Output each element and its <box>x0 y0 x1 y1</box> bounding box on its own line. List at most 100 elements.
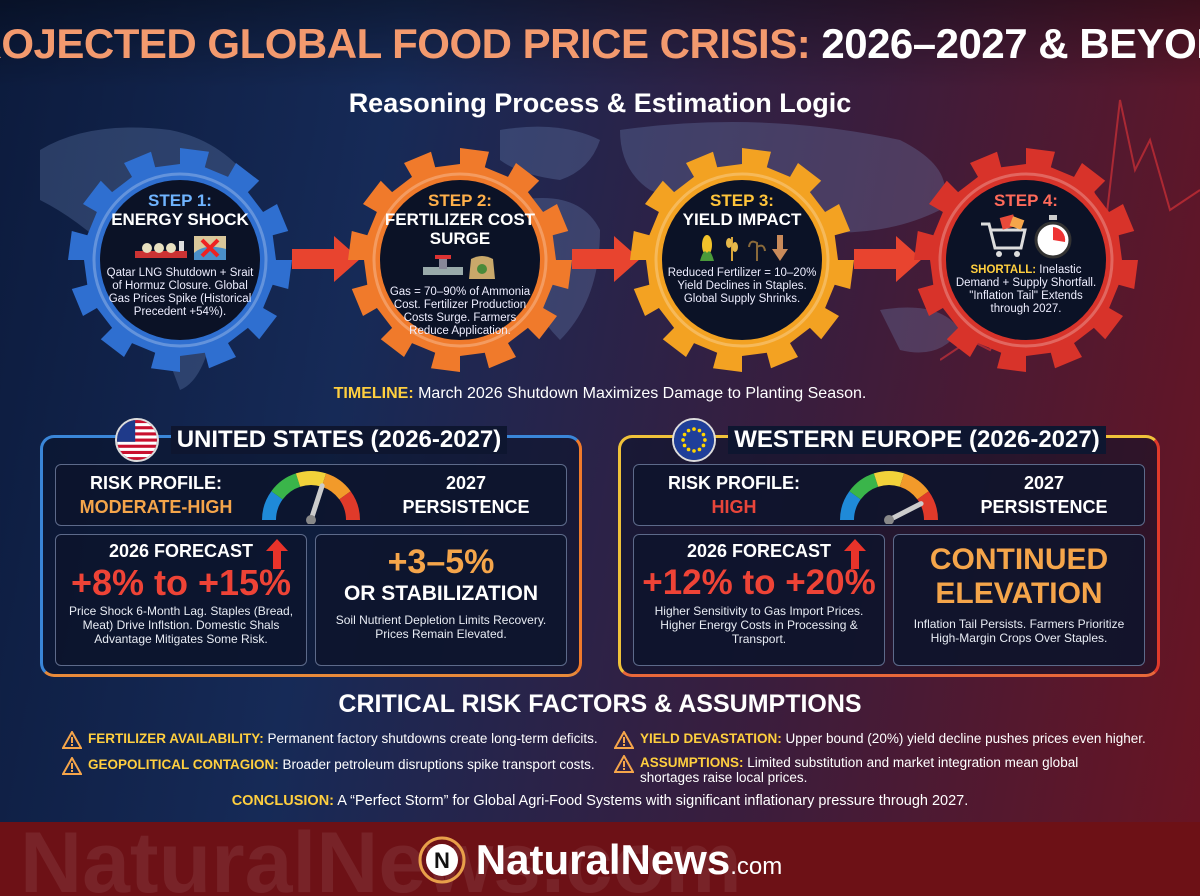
gas-pipe-valve-icon <box>423 255 463 275</box>
step-2-description: Gas = 70–90% of Ammonia Cost. Fertilizer… <box>389 286 531 337</box>
conclusion-note: CONCLUSION: A “Perfect Storm” for Global… <box>0 793 1200 809</box>
forecast-description-eu: Higher Sensitivity to Gas Import Prices.… <box>654 604 864 646</box>
region-header-eu: WESTERN EUROPE (2026-2027) <box>621 418 1157 462</box>
risk-profile-value: MODERATE-HIGH <box>79 497 233 517</box>
withered-crop-icon <box>748 240 766 261</box>
gauge-segment <box>849 473 879 500</box>
gauge-segment <box>339 491 360 521</box>
arrow-right-icon <box>292 236 360 282</box>
gauge-segment <box>262 491 283 521</box>
step-3-icons <box>696 231 788 265</box>
risk-gauge-us <box>262 471 360 524</box>
footer-brand-bar: NaturalNews.com N NaturalNews.com <box>0 822 1200 896</box>
logo-letter: N <box>434 848 450 873</box>
persistence-box-us: +3–5% OR STABILIZATION Soil Nutrient Dep… <box>315 534 567 666</box>
step-1-label: STEP 1: <box>148 191 212 210</box>
gear-ring <box>654 172 830 348</box>
eu-flag-icon <box>672 418 717 462</box>
persistence-description-eu: Inflation Tail Persists. Farmers Priorit… <box>913 617 1125 645</box>
warning-icon <box>62 757 82 775</box>
step-2-label: STEP 2: <box>428 191 492 210</box>
forecast-box-us: 2026 FORECAST +8% to +15% Price Shock 6-… <box>55 534 307 666</box>
warning-icon <box>614 755 634 773</box>
forecast-title-us: 2026 FORECAST <box>108 541 254 561</box>
warning-icon <box>614 731 634 749</box>
step-1-title: ENERGY SHOCK <box>111 210 249 229</box>
step-2-content: STEP 2: FERTILIZER COST SURGE Gas = 70–9… <box>380 180 540 340</box>
step-1-content: STEP 1: ENERGY SHOCK Qatar LNG Shutdown … <box>100 180 260 340</box>
eu-star <box>692 449 697 453</box>
step-4-description-text: Inelastic Demand + Supply Shortfall. "In… <box>955 264 1097 315</box>
step-2-gear: STEP 2: FERTILIZER COST SURGE Gas = 70–9… <box>342 142 578 378</box>
page-subtitle: Reasoning Process & Estimation Logic <box>348 88 852 118</box>
gauge-segment <box>295 471 327 487</box>
region-header-us: UNITED STATES (2026-2027) <box>43 418 579 462</box>
step-4-label: STEP 4: <box>994 191 1058 210</box>
risk-profile-value: HIGH <box>711 497 757 517</box>
gauge-segment <box>271 473 301 500</box>
step-2-icons <box>423 250 497 284</box>
timeline-text: March 2026 Shutdown Maximizes Damage to … <box>413 385 867 402</box>
step-3-gear: STEP 3: YIELD IMPACT Reduced Fertilizer … <box>624 142 860 378</box>
footer-watermark: NaturalNews.com <box>20 822 742 896</box>
down-arrow-icon <box>772 235 788 261</box>
fertilizer-sack-icon <box>469 256 495 279</box>
conclusion-key: CONCLUSION: <box>231 793 335 809</box>
eu-star <box>682 443 687 448</box>
persistence-label: PERSISTENCE <box>980 497 1108 517</box>
region-title-us: UNITED STATES (2026-2027) <box>170 426 508 454</box>
us-flag-icon <box>114 418 159 462</box>
naturalnews-logo-icon: N <box>418 836 466 884</box>
persistence-value-us: +3–5% <box>387 543 495 581</box>
page-title: PROJECTED GLOBAL FOOD PRICE CRISIS: 2026… <box>0 20 1200 68</box>
region-panel-eu: WESTERN EUROPE (2026-2027) RISK PROFILE:… <box>618 418 1160 677</box>
risk-factor-key: FERTILIZER AVAILABILITY: <box>88 731 264 746</box>
eu-star <box>701 432 706 437</box>
eu-star <box>697 428 702 433</box>
persistence-value-eu-line2: ELEVATION <box>935 577 1103 610</box>
gauge-segment <box>321 473 351 500</box>
risk-gauge-eu <box>840 471 938 524</box>
forecast-title-eu: 2026 FORECAST <box>686 541 832 561</box>
risk-factor-text: FERTILIZER AVAILABILITY: Permanent facto… <box>88 731 598 749</box>
corn-icon <box>700 235 714 261</box>
persistence-year: 2027 <box>445 473 487 493</box>
eu-star <box>686 428 691 433</box>
gear-ring <box>372 172 548 348</box>
up-arrow-icon <box>266 539 288 569</box>
shopping-cart-price-tag-icon <box>981 214 1027 257</box>
gauge-needle <box>308 483 325 523</box>
eu-star <box>681 438 686 442</box>
persistence-label: PERSISTENCE <box>402 497 530 517</box>
risk-factor-key: YIELD DEVASTATION: <box>640 731 782 746</box>
blocked-strait-icon <box>194 236 226 260</box>
forecast-description-us: Price Shock 6-Month Lag. Staples (Bread,… <box>68 604 294 646</box>
gauge-hub <box>306 515 316 524</box>
gauge-needle <box>886 501 924 523</box>
eu-star <box>697 447 702 452</box>
persistence-sub-us: OR STABILIZATION <box>343 582 539 605</box>
forecast-value-eu: +12% to +20% <box>642 563 876 602</box>
gear-ring <box>938 172 1114 348</box>
persistence-header-us: 2027 PERSISTENCE <box>366 471 566 519</box>
title-bar: PROJECTED GLOBAL FOOD PRICE CRISIS: 2026… <box>0 0 1200 88</box>
risk-factor-item: YIELD DEVASTATION: Upper bound (20%) yie… <box>614 731 1154 749</box>
eu-star <box>692 427 697 431</box>
forecast-box-eu: 2026 FORECAST +12% to +20% Higher Sensit… <box>633 534 885 666</box>
step-4-description: SHORTALL: Inelastic Demand + Supply Shor… <box>946 264 1106 316</box>
gauge-segment <box>899 473 929 500</box>
title-part-2: 2026–2027 & BEYOND <box>821 20 1200 67</box>
brand-text: NaturalNews <box>475 836 731 883</box>
persistence-box-eu: CONTINUED ELEVATION Inflation Tail Persi… <box>893 534 1145 666</box>
arrow-right-icon <box>572 236 640 282</box>
step-3-description: Reduced Fertilizer = 10–20% Yield Declin… <box>667 267 817 305</box>
conclusion-text: A “Perfect Storm” for Global Agri-Food S… <box>334 793 969 809</box>
title-part-1: PROJECTED GLOBAL FOOD PRICE CRISIS: <box>0 20 811 67</box>
risk-factor-key: ASSUMPTIONS: <box>640 755 744 770</box>
risk-profile-label: RISK PROFILE: <box>89 473 222 493</box>
risk-factor-desc: Broader petroleum disruptions spike tran… <box>278 757 595 772</box>
gauge-hub <box>884 515 894 524</box>
step-3-content: STEP 3: YIELD IMPACT Reduced Fertilizer … <box>662 180 822 340</box>
persistence-description-us: Soil Nutrient Depletion Limits Recovery.… <box>335 613 547 641</box>
eu-star <box>682 432 687 437</box>
